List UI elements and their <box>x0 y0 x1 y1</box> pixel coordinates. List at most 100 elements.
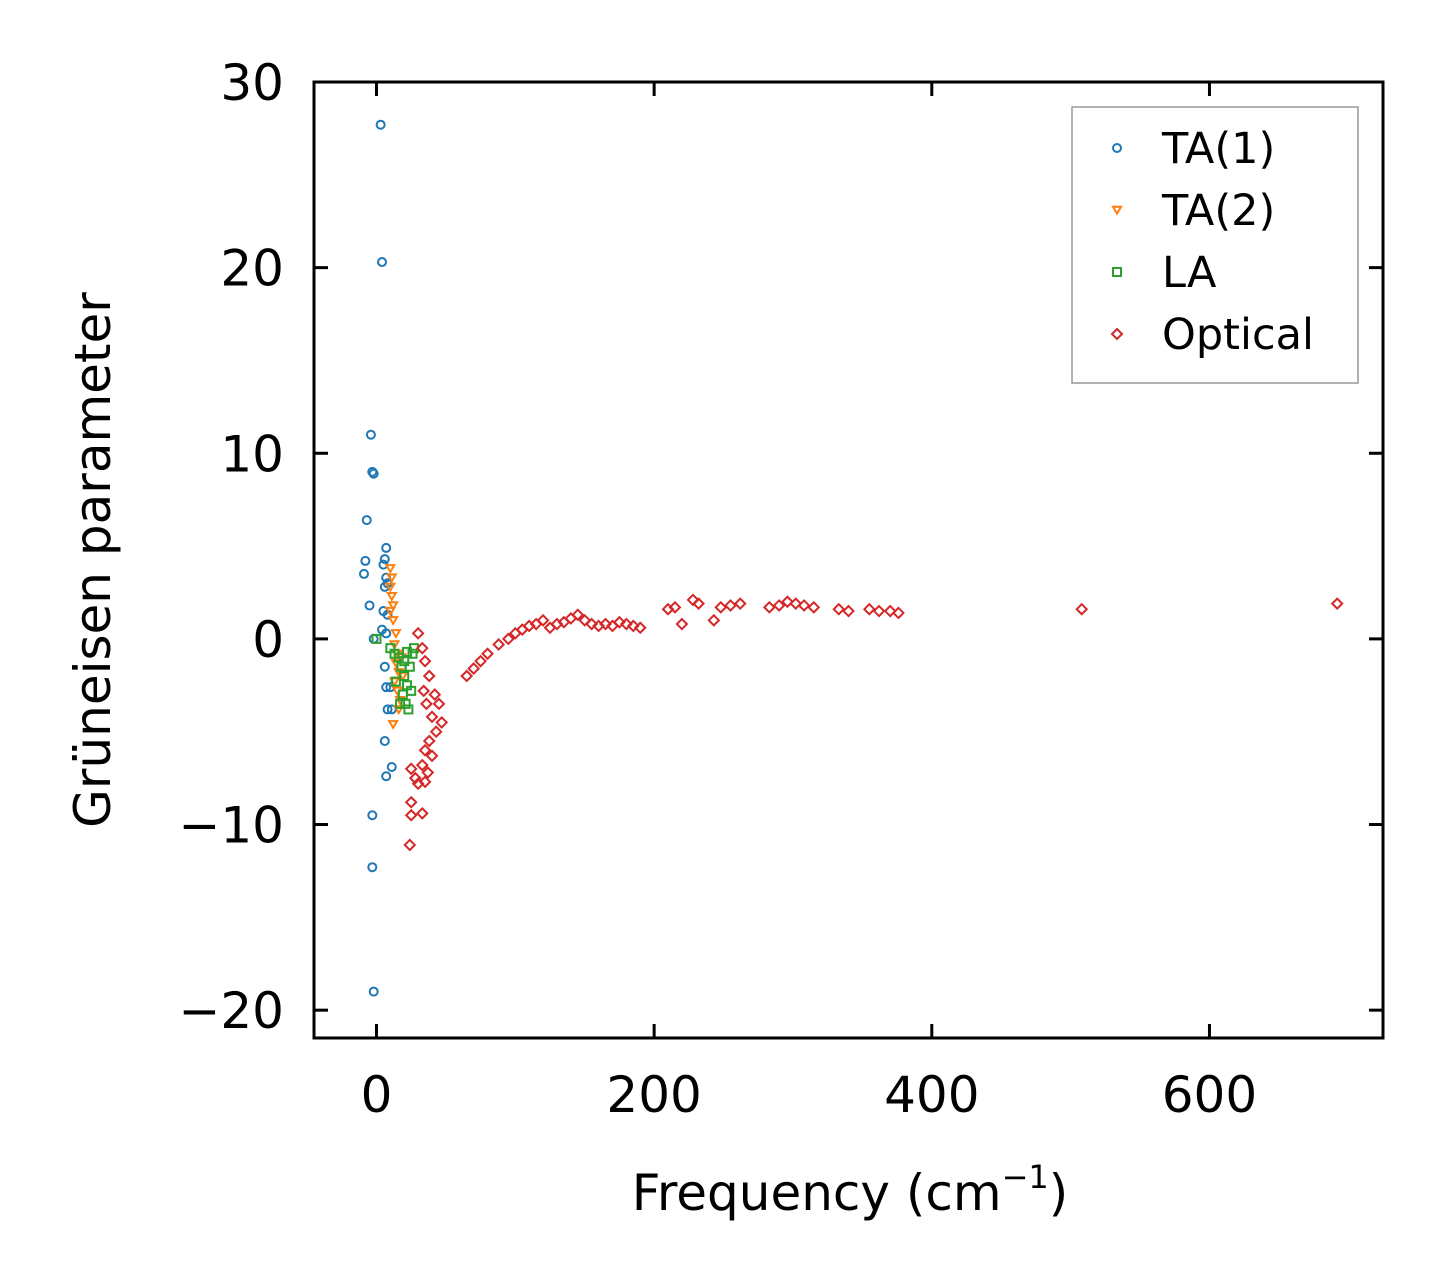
data-point-optical <box>420 697 433 711</box>
data-point-la <box>399 671 410 682</box>
data-point-optical <box>707 613 721 627</box>
data-point-optical <box>418 775 432 789</box>
data-point-ta-1 <box>365 429 376 440</box>
data-point-ta-2 <box>387 616 399 626</box>
ticks-layer: 0 200 400 600 −20 −10 0 10 20 30 <box>178 54 1383 1124</box>
data-point-optical <box>422 734 436 748</box>
data-point-optical <box>422 669 436 683</box>
data-point-la <box>404 661 415 672</box>
data-point-optical <box>772 599 786 612</box>
plot-frame <box>312 80 1385 1040</box>
data-point-ta-1 <box>360 555 371 566</box>
data-point-optical <box>1330 597 1344 611</box>
data-point-optical <box>460 669 474 683</box>
x-tick-label: 400 <box>884 1066 979 1124</box>
data-point-la <box>403 704 414 715</box>
data-point-optical <box>613 615 626 629</box>
data-point-optical <box>429 725 443 739</box>
data-point-optical <box>668 600 682 614</box>
data-point-optical <box>467 662 481 676</box>
data-point-optical <box>421 766 435 779</box>
data-point-ta-1 <box>379 661 390 672</box>
y-tick-label: 10 <box>220 425 284 483</box>
data-point-la <box>407 648 418 659</box>
data-point-ta-1 <box>386 761 397 772</box>
data-point-optical <box>832 602 846 616</box>
data-point-optical <box>807 600 821 614</box>
data-point-ta-1 <box>361 515 372 526</box>
data-point-optical <box>501 632 515 646</box>
data-point-optical <box>862 602 876 616</box>
data-point-optical <box>415 806 429 820</box>
data-point-ta-2 <box>385 573 398 584</box>
data-point-optical <box>789 597 803 611</box>
data-point-optical <box>536 613 550 627</box>
legend-marker-ta-2 <box>1111 205 1123 216</box>
data-point-optical <box>474 654 488 668</box>
legend-label-optical: Optical <box>1162 310 1314 360</box>
x-axis-label: Frequency (cm−1) <box>632 1158 1069 1222</box>
data-point-optical <box>633 621 647 635</box>
data-point-optical <box>872 604 886 618</box>
data-point-optical <box>418 743 432 757</box>
data-point-la <box>371 633 382 644</box>
data-point-la <box>390 676 401 687</box>
data-point-ta-1 <box>367 862 378 873</box>
data-point-la <box>399 656 410 667</box>
data-point-optical <box>733 597 747 611</box>
y-tick-label: 30 <box>220 54 284 112</box>
y-tick-label: 0 <box>252 611 284 669</box>
data-point-optical <box>425 710 439 724</box>
data-point-optical <box>619 617 633 631</box>
data-point-la <box>400 698 411 709</box>
y-tick-label: −10 <box>178 797 284 855</box>
data-point-optical <box>892 606 905 620</box>
data-point-optical <box>415 758 429 772</box>
legend-label-ta-2: TA(2) <box>1161 186 1275 236</box>
data-point-optical <box>435 716 449 729</box>
data-point-ta-1 <box>382 704 393 715</box>
data-point-ta-1 <box>379 554 390 565</box>
data-point-optical <box>585 617 599 631</box>
legend-marker-la <box>1112 267 1122 277</box>
data-point-ta-2 <box>384 564 397 574</box>
data-point-ta-2 <box>385 591 398 602</box>
data-point-ta-1 <box>367 810 378 821</box>
data-point-optical <box>571 608 585 622</box>
data-point-optical <box>883 604 897 618</box>
data-point-optical <box>418 654 432 668</box>
legend: TA(1) TA(2) LA Optical <box>1071 106 1359 384</box>
x-axis-label-superscript: −1 <box>1002 1158 1049 1196</box>
data-point-optical <box>692 597 705 611</box>
data-point-optical <box>432 697 446 711</box>
data-point-optical <box>481 647 494 661</box>
data-point-optical <box>599 617 612 631</box>
x-axis-label-suffix: ) <box>1049 1164 1069 1222</box>
data-point-optical <box>781 595 794 609</box>
y-axis-label: Grüneisen parameter <box>64 292 122 828</box>
data-point-ta-1 <box>379 735 390 746</box>
data-point-optical <box>842 604 855 618</box>
data-point-optical <box>411 626 425 640</box>
data-point-optical <box>762 600 776 614</box>
y-tick-label: 20 <box>220 240 284 298</box>
data-point-optical <box>425 749 439 763</box>
data-point-ta-1 <box>381 628 392 639</box>
legend-marker-ta-1 <box>1112 143 1122 153</box>
data-point-ta-1 <box>381 682 392 693</box>
data-point-ta-2 <box>384 582 397 593</box>
data-point-la <box>402 646 413 657</box>
data-point-optical <box>403 838 417 852</box>
data-point-optical <box>714 600 728 614</box>
data-point-optical <box>408 771 422 785</box>
x-tick-label: 200 <box>606 1066 701 1124</box>
data-point-ta-1 <box>377 257 388 268</box>
data-point-optical <box>492 638 506 651</box>
data-point-ta-1 <box>358 568 369 579</box>
data-point-ta-1 <box>368 986 379 997</box>
data-point-optical <box>404 762 418 776</box>
data-point-la <box>395 698 406 709</box>
data-point-optical <box>797 599 811 612</box>
y-tick-label: −20 <box>178 982 284 1040</box>
